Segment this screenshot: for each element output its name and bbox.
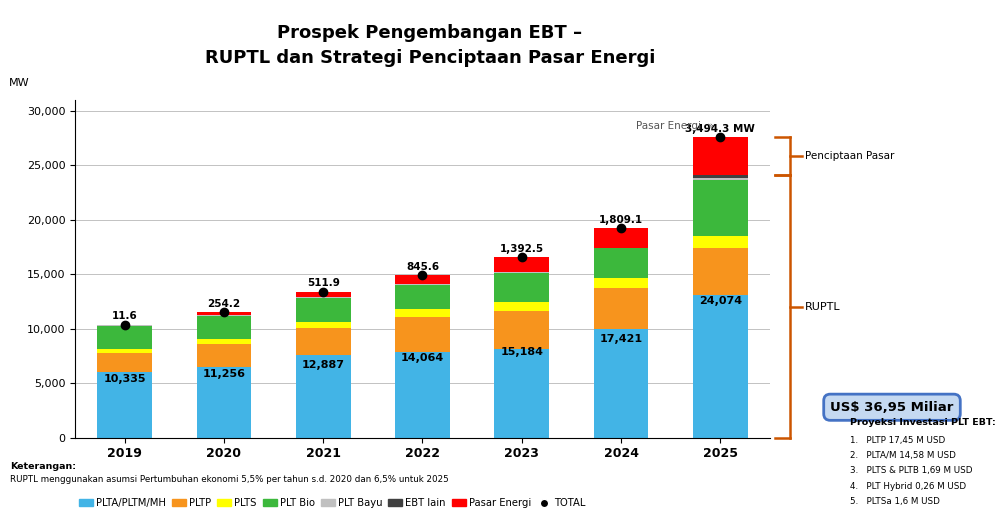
Bar xyxy=(296,297,351,298)
Bar xyxy=(296,328,351,355)
Text: RUPTL menggunakan asumsi Pertumbuhan ekonomi 5,5% per tahun s.d. 2020 dan 6,5% u: RUPTL menggunakan asumsi Pertumbuhan eko… xyxy=(10,475,449,484)
Text: 2.   PLTA/M 14,58 M USD: 2. PLTA/M 14,58 M USD xyxy=(850,451,956,460)
Bar xyxy=(97,326,152,349)
Text: MW: MW xyxy=(9,78,30,89)
Bar xyxy=(693,137,748,175)
Text: Keterangan:: Keterangan: xyxy=(10,462,76,471)
Bar xyxy=(296,292,351,297)
Bar xyxy=(693,180,748,236)
Bar xyxy=(395,285,450,309)
Bar xyxy=(594,248,648,279)
Text: 14,064: 14,064 xyxy=(401,353,444,363)
Text: Proyeksi Investasi PLT EBT:: Proyeksi Investasi PLT EBT: xyxy=(850,418,996,427)
Text: 11.6: 11.6 xyxy=(112,311,138,322)
Bar xyxy=(494,257,549,272)
Bar xyxy=(494,311,549,349)
Text: 17,421: 17,421 xyxy=(600,334,643,344)
Bar xyxy=(494,272,549,273)
Text: Penciptaan Pasar: Penciptaan Pasar xyxy=(805,151,894,161)
Bar xyxy=(197,315,251,316)
Bar xyxy=(97,325,152,326)
Legend: PLTA/PLTM/MH, PLTP, PLTS, PLT Bio, PLT Bayu, EBT lain, Pasar Energi, TOTAL: PLTA/PLTM/MH, PLTP, PLTS, PLT Bio, PLT B… xyxy=(75,494,589,512)
Bar xyxy=(594,279,648,288)
Bar xyxy=(197,312,251,315)
Bar xyxy=(197,339,251,344)
Text: 5.   PLTSa 1,6 M USD: 5. PLTSa 1,6 M USD xyxy=(850,497,940,506)
Text: RUPTL: RUPTL xyxy=(805,302,841,311)
Text: Pasar Energi  »: Pasar Energi » xyxy=(636,121,714,131)
Bar xyxy=(296,298,351,322)
Bar xyxy=(693,178,748,180)
Bar xyxy=(197,316,251,339)
Bar xyxy=(197,367,251,438)
Text: 254.2: 254.2 xyxy=(207,299,240,309)
Bar xyxy=(494,302,549,311)
Bar xyxy=(693,248,748,295)
Bar xyxy=(693,236,748,248)
Text: 3.   PLTS & PLTB 1,69 M USD: 3. PLTS & PLTB 1,69 M USD xyxy=(850,466,972,475)
Bar xyxy=(296,355,351,438)
Bar xyxy=(494,349,549,438)
Bar xyxy=(395,275,450,285)
Bar xyxy=(494,273,549,302)
Text: 511.9: 511.9 xyxy=(307,278,340,288)
Bar xyxy=(97,349,152,353)
Text: 4.   PLT Hybrid 0,26 M USD: 4. PLT Hybrid 0,26 M USD xyxy=(850,482,966,490)
Text: 11,256: 11,256 xyxy=(202,369,245,379)
Bar xyxy=(197,344,251,367)
Text: US$ 36,95 Miliar: US$ 36,95 Miliar xyxy=(830,401,954,414)
Text: Prospek Pengembangan EBT –
RUPTL dan Strategi Penciptaan Pasar Energi: Prospek Pengembangan EBT – RUPTL dan Str… xyxy=(205,24,655,67)
Bar xyxy=(693,175,748,178)
Text: 24,074: 24,074 xyxy=(699,296,742,306)
Bar xyxy=(594,288,648,329)
Text: 1,392.5: 1,392.5 xyxy=(500,244,544,253)
Bar xyxy=(395,309,450,317)
Bar xyxy=(97,353,152,372)
Bar xyxy=(395,352,450,438)
Text: 845.6: 845.6 xyxy=(406,262,439,272)
Bar xyxy=(296,322,351,328)
Bar xyxy=(594,329,648,438)
Text: 12,887: 12,887 xyxy=(302,360,345,370)
Text: 3,494.3 MW: 3,494.3 MW xyxy=(685,124,755,134)
Bar xyxy=(97,372,152,438)
Text: 1.   PLTP 17,45 M USD: 1. PLTP 17,45 M USD xyxy=(850,436,945,444)
Text: 15,184: 15,184 xyxy=(500,347,543,357)
Text: 1,809.1: 1,809.1 xyxy=(599,215,643,225)
Bar xyxy=(594,228,648,248)
Bar xyxy=(395,317,450,352)
Text: 10,335: 10,335 xyxy=(103,374,146,384)
Bar xyxy=(693,295,748,438)
